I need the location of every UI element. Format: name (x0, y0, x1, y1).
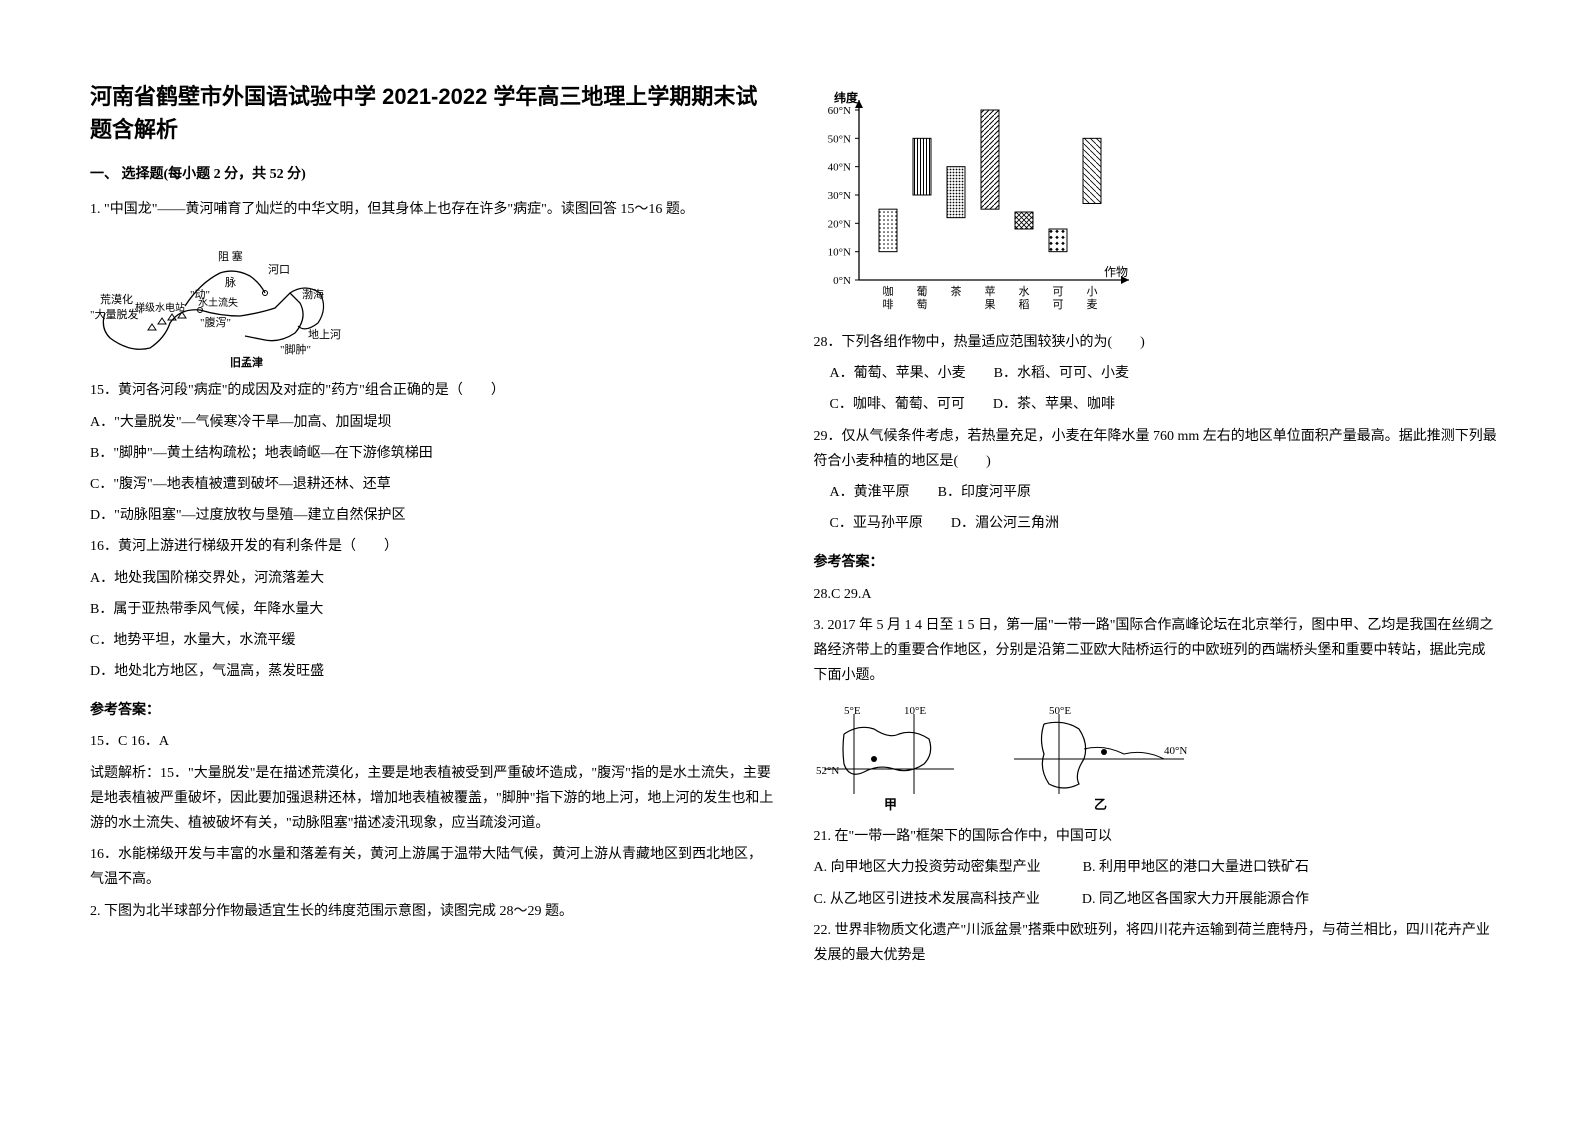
svg-text:果: 果 (984, 298, 995, 311)
svg-text:小: 小 (1086, 285, 1097, 298)
q2-chart-svg: 纬度 作物 0°N 10°N 20°N 30°N 40°N 50°N 60°N 咖啡 葡萄 茶 苹… (814, 90, 1154, 320)
map-label-bohai: 渤海 (302, 287, 324, 301)
q15-a: A．"大量脱发"—气候寒冷干旱—加高、加固堤坝 (90, 410, 774, 435)
svg-text:30°N: 30°N (827, 190, 850, 202)
q16-a: A．地处我国阶梯交界处，河流落差大 (90, 566, 774, 591)
map-label-zuse: 阻 塞 (218, 249, 243, 263)
svg-text:50°N: 50°N (827, 133, 850, 145)
svg-text:啡: 啡 (882, 298, 893, 311)
q1-map-svg: 阻 塞 河口 脉 "动" 梯级水电站 水土流失 荒漠化 "大量脱发" "腹泻" … (90, 238, 350, 368)
chart-xlabel: 作物 (1104, 265, 1128, 279)
svg-text:60°N: 60°N (827, 105, 850, 117)
q15-c: C．"腹泻"—地表植被遭到破坏—退耕还林、还草 (90, 472, 774, 497)
q1-answer: 15．C 16．A (90, 729, 774, 754)
q16-d: D．地处北方地区，气温高，蒸发旺盛 (90, 659, 774, 684)
lon-5e: 5°E (844, 705, 861, 717)
svg-text:麦: 麦 (1086, 298, 1097, 311)
q15-stem: 15．黄河各河段"病症"的成因及对症的"药方"组合正确的是（ ） (90, 378, 774, 403)
chart-ylabel: 纬度 (834, 90, 859, 105)
q2-chart-figure: 纬度 作物 0°N 10°N 20°N 30°N 40°N 50°N 60°N 咖啡 葡萄 茶 苹… (814, 90, 1498, 320)
q29-d: D．湄公河三角洲 (951, 516, 1059, 531)
q3-maps-figure: 5°E 10°E 52°N 甲 50°E 40°N 乙 (814, 704, 1498, 814)
svg-text:苹: 苹 (984, 284, 995, 298)
lat-40n: 40°N (1164, 745, 1187, 757)
svg-text:20°N: 20°N (827, 218, 850, 230)
svg-text:茶: 茶 (950, 285, 961, 298)
q28-stem: 28．下列各组作物中，热量适应范围较狭小的为( ) (814, 330, 1498, 355)
q21-b: B. 利用甲地区的港口大量进口铁矿石 (1083, 860, 1309, 875)
q2-answer: 28.C 29.A (814, 582, 1498, 607)
lon-10e: 10°E (904, 705, 926, 717)
right-column: 纬度 作物 0°N 10°N 20°N 30°N 40°N 50°N 60°N 咖啡 葡萄 茶 苹… (814, 80, 1498, 1042)
map-label-jiaozhong: "脚肿" (280, 342, 311, 356)
svg-text:咖: 咖 (882, 284, 893, 298)
svg-text:水: 水 (1018, 285, 1029, 298)
map-label-huangmohua: 荒漠化 (100, 292, 133, 306)
place-jia: 甲 (884, 797, 897, 812)
q21-d: D. 同乙地区各国家大力开展能源合作 (1082, 892, 1309, 907)
map-label-tuofa: "大量脱发" (90, 307, 143, 321)
map-label-mai: 脉 (225, 275, 236, 289)
place-yi: 乙 (1094, 797, 1107, 812)
q1-intro: 1. "中国龙"——黄河哺育了灿烂的中华文明，但其身体上也存在许多"病症"。读图… (90, 197, 774, 222)
q1-map-figure: 阻 塞 河口 脉 "动" 梯级水电站 水土流失 荒漠化 "大量脱发" "腹泻" … (90, 238, 774, 368)
q3-maps-svg: 5°E 10°E 52°N 甲 50°E 40°N 乙 (814, 704, 1194, 814)
section-header-1: 一、 选择题(每小题 2 分，共 52 分) (90, 162, 774, 187)
svg-text:萄: 萄 (916, 298, 927, 311)
q3-intro: 3. 2017 年 5 月 1 4 日至 1 5 日，第一届"一带一路"国际合作… (814, 613, 1498, 689)
q1-exp1: 试题解析：15．"大量脱发"是在描述荒漠化，主要是地表植被受到严重破坏造成，"腹… (90, 761, 774, 837)
document-title: 河南省鹤壁市外国语试验中学 2021-2022 学年高三地理上学期期末试题含解析 (90, 80, 774, 146)
q1-answer-label: 参考答案： (90, 698, 774, 723)
q29-c: C．亚马孙平原 (830, 516, 923, 531)
q21-stem: 21. 在"一带一路"框架下的国际合作中，中国可以 (814, 824, 1498, 849)
q16-c: C．地势平坦，水量大，水流平缓 (90, 628, 774, 653)
left-column: 河南省鹤壁市外国语试验中学 2021-2022 学年高三地理上学期期末试题含解析… (90, 80, 774, 1042)
svg-text:稻: 稻 (1018, 298, 1029, 311)
lat-52n: 52°N (816, 765, 839, 777)
map-label-fuxie: "腹泻" (200, 315, 231, 329)
q22-stem: 22. 世界非物质文化遗产"川派盆景"搭乘中欧班列，将四川花卉运输到荷兰鹿特丹，… (814, 918, 1498, 968)
map-label-hekou: 河口 (268, 263, 290, 276)
q15-b: B．"脚肿"—黄土结构疏松；地表崎岖—在下游修筑梯田 (90, 441, 774, 466)
q29-options: A．黄淮平原 B．印度河平原 C．亚马孙平原 D．湄公河三角洲 (830, 480, 1498, 542)
svg-text:0°N: 0°N (833, 275, 851, 287)
q28-a: A．葡萄、苹果、小麦 (830, 366, 966, 381)
q29-a: A．黄淮平原 (830, 485, 910, 500)
q1-exp2: 16．水能梯级开发与丰富的水量和落差有关，黄河上游属于温带大陆气候，黄河上游从青… (90, 842, 774, 892)
svg-text:10°N: 10°N (827, 247, 850, 259)
q29-stem: 29．仅从气候条件考虑，若热量充足，小麦在年降水量 760 mm 左右的地区单位… (814, 424, 1498, 474)
q2-answer-label: 参考答案： (814, 550, 1498, 575)
map-label-dishanghe: 地上河 (308, 328, 341, 341)
svg-text:可: 可 (1052, 286, 1063, 298)
svg-text:葡: 葡 (916, 285, 927, 298)
map-label-shuituliu: 水土流失 (198, 296, 238, 309)
q28-options: A．葡萄、苹果、小麦 B．水稻、可可、小麦 C．咖啡、葡萄、可可 D．茶、苹果、… (830, 361, 1498, 423)
q29-b: B．印度河平原 (938, 485, 1031, 500)
lon-50e: 50°E (1049, 705, 1071, 717)
q2-intro: 2. 下图为北半球部分作物最适宜生长的纬度范围示意图，读图完成 28～29 题。 (90, 899, 774, 924)
q28-b: B．水稻、可可、小麦 (994, 366, 1129, 381)
q28-c: C．咖啡、葡萄、可可 (830, 397, 965, 412)
q15-d: D．"动脉阻塞"—过度放牧与垦殖—建立自然保护区 (90, 503, 774, 528)
q16-b: B．属于亚热带季风气候，年降水量大 (90, 597, 774, 622)
svg-text:40°N: 40°N (827, 162, 850, 174)
svg-text:可: 可 (1052, 299, 1063, 311)
q16-stem: 16．黄河上游进行梯级开发的有利条件是（ ） (90, 534, 774, 559)
q21-c: C. 从乙地区引进技术发展高科技产业 (814, 892, 1040, 907)
q21-a: A. 向甲地区大力投资劳动密集型产业 (814, 860, 1041, 875)
q28-d: D．茶、苹果、咖啡 (993, 397, 1115, 412)
map-label-jiumengjin: 旧孟津 (230, 355, 263, 368)
